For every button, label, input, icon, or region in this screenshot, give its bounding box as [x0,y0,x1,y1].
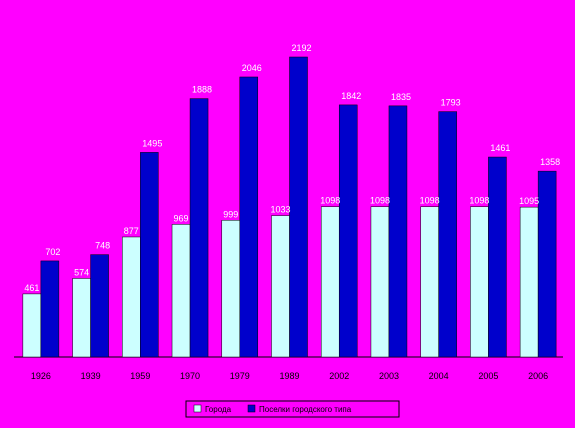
data-label-settlements-1979: 2046 [242,63,262,73]
legend: Города Поселки городского типа [185,400,400,418]
legend-label-settlements: Поселки городского типа [259,405,352,414]
data-labels-layer: 461 702 574 748 877 1495 969 1888 999 2046 1033 219… [24,43,560,293]
data-label-cities-1989: 1033 [270,205,290,215]
data-label-cities-1979: 999 [223,209,238,219]
bar-settlements-2005 [488,156,507,358]
bar-settlements-2003 [388,105,408,358]
data-label-cities-1959: 877 [124,226,139,236]
legend-box [185,400,400,418]
data-label-settlements-1959: 1495 [142,138,162,148]
x-tick-label-1926: 1926 [31,371,51,381]
x-tick-label-2006: 2006 [528,371,548,381]
x-tick-label-2002: 2002 [329,371,349,381]
legend-label-cities: Города [205,405,232,414]
data-label-cities-2005: 1098 [469,196,489,206]
x-tick-label-1979: 1979 [230,371,250,381]
bar-cities-2005 [470,206,489,358]
bar-cities-2002 [320,206,340,358]
data-label-settlements-2004: 1793 [441,98,461,108]
data-label-settlements-2006: 1358 [540,157,560,167]
legend-swatch-settlements [247,404,256,413]
data-label-settlements-2005: 1461 [490,143,510,153]
bar-settlements-1979 [239,76,259,358]
bar-cities-2006 [519,206,539,358]
bar-cities-1989 [271,215,290,358]
x-tick-label-1939: 1939 [81,371,101,381]
data-label-cities-1970: 969 [174,213,189,223]
bar-cities-2004 [420,206,439,358]
bar-cities-1926 [22,293,42,358]
x-tick-label-1989: 1989 [279,371,299,381]
bar-settlements-1939 [90,254,109,358]
bar-settlements-1970 [189,98,209,358]
data-label-settlements-1926: 702 [45,247,60,257]
data-label-settlements-2003: 1835 [391,92,411,102]
data-label-cities-1926: 461 [24,283,39,293]
x-tick-label-2003: 2003 [379,371,399,381]
data-label-cities-2003: 1098 [370,196,390,206]
bar-cities-1970 [171,224,191,358]
data-label-settlements-1970: 1888 [192,85,212,95]
data-label-settlements-1989: 2192 [291,43,311,53]
bar-settlements-2006 [537,170,557,358]
x-tick-label-1959: 1959 [130,371,150,381]
data-label-settlements-1939: 748 [95,241,110,251]
bar-settlements-2002 [338,104,358,358]
bar-settlements-2004 [438,111,457,358]
bar-cities-1959 [122,236,141,358]
data-label-cities-1939: 574 [74,267,89,277]
x-tick-label-2005: 2005 [478,371,498,381]
x-tick-label-1970: 1970 [180,371,200,381]
x-tick-labels-layer: 1926 1939 1959 1970 1979 1989 2002 2003 2004 2005… [31,371,548,381]
bar-cities-1939 [72,278,91,358]
bars-layer [22,56,557,358]
bar-settlements-1989 [289,56,308,358]
data-label-cities-2004: 1098 [420,196,440,206]
data-label-cities-2002: 1098 [320,196,340,206]
x-tick-label-2004: 2004 [429,371,449,381]
bar-cities-2003 [370,206,390,358]
bar-settlements-1959 [140,152,159,358]
data-label-cities-2006: 1095 [519,196,539,206]
bar-cities-1979 [221,220,241,358]
legend-swatch-cities [193,404,202,413]
data-label-settlements-2002: 1842 [341,91,361,101]
bar-settlements-1926 [40,260,60,358]
